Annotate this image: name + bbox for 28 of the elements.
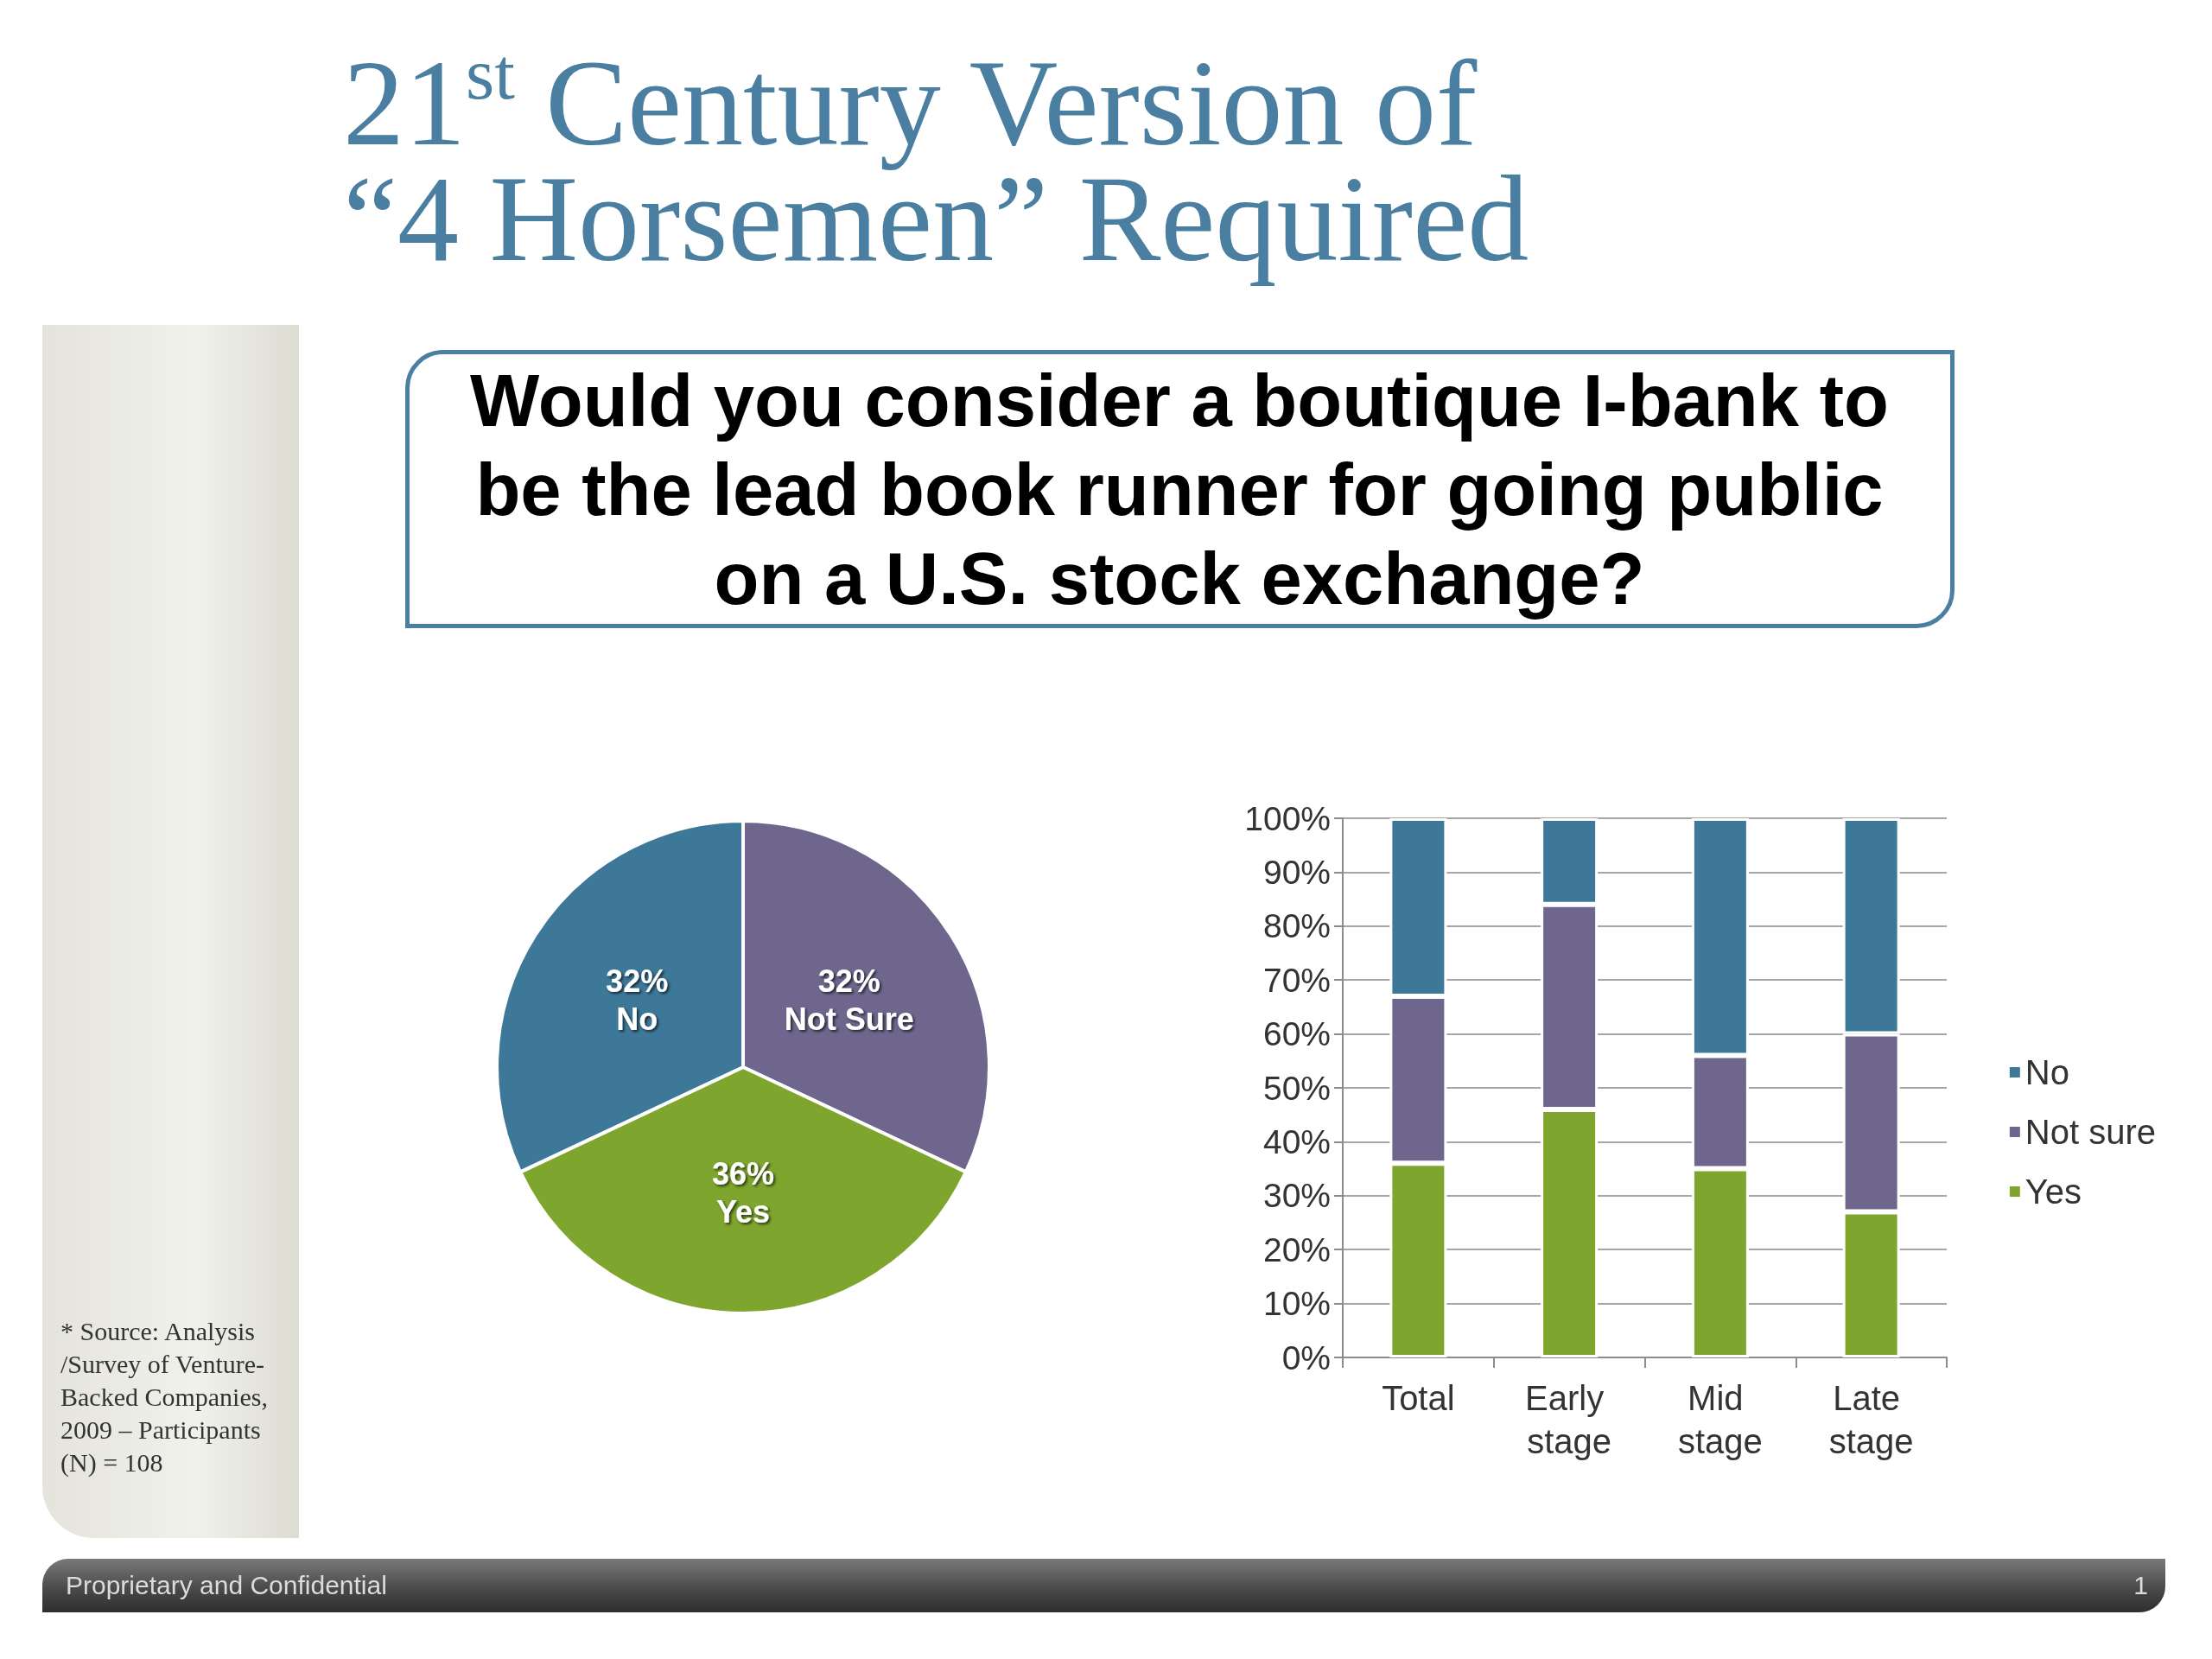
y-tick-label: 40%: [1262, 1122, 1331, 1160]
legend-label: Not sure: [2024, 1113, 2156, 1151]
slice-label: No: [616, 1001, 658, 1037]
chart-title: 21$^{st}$ Century Version of “4 Horsemen” Required: [343, 33, 1530, 287]
legend-label: Yes: [2024, 1173, 2082, 1211]
legend-label: No: [2024, 1053, 2069, 1091]
text: 1: [2133, 1571, 2148, 1600]
y-tick-label: 30%: [1262, 1177, 1331, 1215]
x-tick-label: Late stage: [1828, 1379, 1914, 1460]
x-tick-label: Total: [1382, 1379, 1455, 1417]
slice-label: Yes: [715, 1194, 771, 1230]
y-tick-label: 80%: [1262, 907, 1331, 945]
y-tick-label: 100%: [1244, 799, 1331, 837]
text: Proprietary and Confidential: [66, 1571, 387, 1600]
x-tick-label: Mid stage: [1677, 1379, 1763, 1460]
x-tick-label: Early stage: [1525, 1379, 1614, 1460]
text: * Source: Analysis /Survey of Venture-Backed Companies, 2009 – Participants (N) = 108: [60, 1316, 269, 1478]
y-tick-label: 50%: [1262, 1069, 1331, 1107]
y-tick-label: 60%: [1262, 1015, 1331, 1053]
y-tick-label: 70%: [1262, 961, 1331, 999]
y-tick-label: 0%: [1281, 1338, 1331, 1376]
y-tick-label: 20%: [1262, 1230, 1331, 1268]
y-tick-label: 90%: [1262, 853, 1331, 891]
data-label: 32%: [817, 963, 880, 999]
data-label: 36%: [711, 1156, 775, 1192]
y-tick-label: 10%: [1262, 1285, 1331, 1323]
slice-label: Not Sure: [784, 1001, 914, 1037]
data-label: 32%: [606, 963, 669, 999]
